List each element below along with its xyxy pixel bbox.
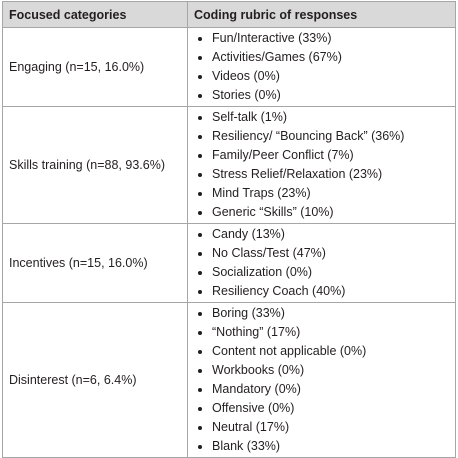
header-cell: Coding rubric of responses [187,1,456,28]
rubric-item: Activities/Games (67%) [212,48,449,67]
rubric-item: Blank (33%) [212,437,449,456]
table-header: Focused categories Coding rubric of resp… [2,1,456,28]
category-cell: Engaging (n=15, 16.0%) [2,27,188,107]
rubric-item: Self-talk (1%) [212,108,449,127]
rubric-item: Stories (0%) [212,86,449,105]
table-row: Skills training (n=88, 93.6%)Self-talk (… [2,106,456,224]
rubric-list: Candy (13%)No Class/Test (47%)Socializat… [194,225,449,301]
rubric-item: Candy (13%) [212,225,449,244]
rubric-item: Workbooks (0%) [212,361,449,380]
table-row: Disinterest (n=6, 6.4%)Boring (33%)“Noth… [2,302,456,458]
rubric-item: Mind Traps (23%) [212,184,449,203]
rubric-item: Fun/Interactive (33%) [212,29,449,48]
rubric-list: Boring (33%)“Nothing” (17%)Content not a… [194,304,449,456]
rubric-item: Family/Peer Conflict (7%) [212,146,449,165]
header-row: Focused categories Coding rubric of resp… [2,1,456,28]
rubric-item: Offensive (0%) [212,399,449,418]
rubric-item: Mandatory (0%) [212,380,449,399]
rubric-item: No Class/Test (47%) [212,244,449,263]
rubric-item: Resiliency Coach (40%) [212,282,449,301]
table-row: Engaging (n=15, 16.0%)Fun/Interactive (3… [2,27,456,107]
rubric-cell: Self-talk (1%)Resiliency/ “Bouncing Back… [187,106,456,224]
rubric-item: Videos (0%) [212,67,449,86]
rubric-cell: Boring (33%)“Nothing” (17%)Content not a… [187,302,456,458]
rubric-item: Content not applicable (0%) [212,342,449,361]
rubric-cell: Candy (13%)No Class/Test (47%)Socializat… [187,223,456,303]
table-row: Incentives (n=15, 16.0%)Candy (13%)No Cl… [2,223,456,303]
category-cell: Disinterest (n=6, 6.4%) [2,302,188,458]
rubric-list: Fun/Interactive (33%)Activities/Games (6… [194,29,449,105]
rubric-cell: Fun/Interactive (33%)Activities/Games (6… [187,27,456,107]
category-cell: Skills training (n=88, 93.6%) [2,106,188,224]
rubric-item: Boring (33%) [212,304,449,323]
rubric-item: Neutral (17%) [212,418,449,437]
rubric-item: Stress Relief/Relaxation (23%) [212,165,449,184]
rubric-list: Self-talk (1%)Resiliency/ “Bouncing Back… [194,108,449,222]
rubric-item: Generic “Skills” (10%) [212,203,449,222]
rubric-item: Resiliency/ “Bouncing Back” (36%) [212,127,449,146]
rubric-item: “Nothing” (17%) [212,323,449,342]
rubric-item: Socialization (0%) [212,263,449,282]
table-body: Engaging (n=15, 16.0%)Fun/Interactive (3… [2,27,456,458]
category-cell: Incentives (n=15, 16.0%) [2,223,188,303]
header-cell: Focused categories [2,1,188,28]
